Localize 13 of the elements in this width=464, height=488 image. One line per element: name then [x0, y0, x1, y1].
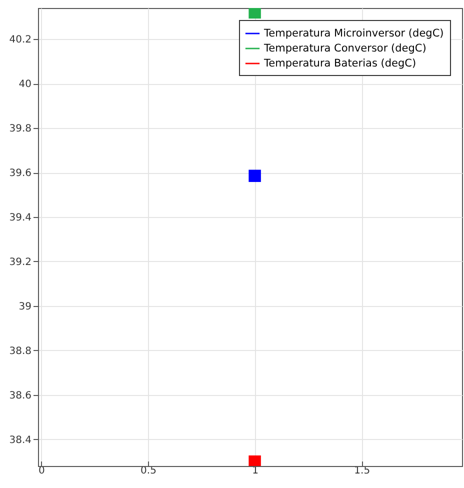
y-tick-label: 39.8 [9, 124, 32, 135]
y-tick-label: 40.2 [9, 34, 32, 46]
y-tick-label: 39.2 [9, 256, 32, 268]
y-tick-label: 39.6 [9, 168, 32, 180]
y-tick-label: 40 [18, 79, 32, 90]
legend-label: Temperatura Baterias (degC) [263, 58, 416, 70]
legend-label: Temperatura Microinversor (degC) [263, 28, 444, 40]
y-tick-label: 39 [18, 301, 32, 312]
legend-label: Temperatura Conversor (degC) [263, 42, 426, 54]
y-tick-label: 38.4 [9, 434, 32, 446]
y-tick-label: 39.4 [9, 212, 32, 224]
y-tick-label: 38.8 [9, 346, 32, 357]
y-tick-label: 38.6 [9, 390, 32, 402]
